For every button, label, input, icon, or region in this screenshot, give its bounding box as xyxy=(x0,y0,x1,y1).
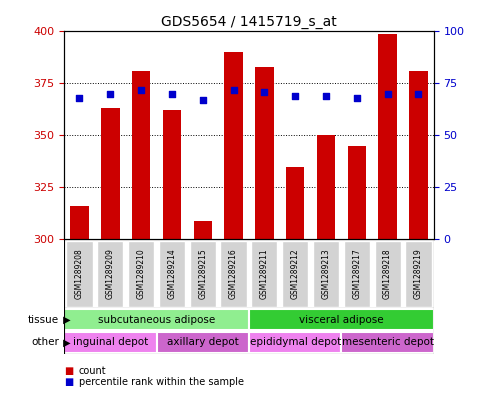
Text: inguinal depot: inguinal depot xyxy=(72,337,148,347)
Text: ▶: ▶ xyxy=(60,314,71,325)
FancyBboxPatch shape xyxy=(282,241,308,307)
Point xyxy=(75,95,83,101)
Text: GSM1289210: GSM1289210 xyxy=(137,248,145,299)
Text: epididymal depot: epididymal depot xyxy=(249,337,341,347)
Text: ▶: ▶ xyxy=(60,337,71,347)
Text: mesenteric depot: mesenteric depot xyxy=(342,337,434,347)
FancyBboxPatch shape xyxy=(405,241,431,307)
Text: ■: ■ xyxy=(64,366,73,376)
Text: GSM1289218: GSM1289218 xyxy=(383,248,392,299)
Text: axillary depot: axillary depot xyxy=(167,337,239,347)
FancyBboxPatch shape xyxy=(67,241,93,307)
Text: tissue: tissue xyxy=(28,314,59,325)
FancyBboxPatch shape xyxy=(128,241,154,307)
Point xyxy=(199,97,207,103)
Text: other: other xyxy=(31,337,59,347)
FancyBboxPatch shape xyxy=(97,241,123,307)
Text: percentile rank within the sample: percentile rank within the sample xyxy=(79,377,244,387)
Bar xyxy=(378,33,397,239)
FancyBboxPatch shape xyxy=(157,332,249,353)
Text: GSM1289212: GSM1289212 xyxy=(291,248,300,299)
Text: GSM1289215: GSM1289215 xyxy=(198,248,207,299)
FancyBboxPatch shape xyxy=(341,332,434,353)
FancyBboxPatch shape xyxy=(251,241,278,307)
Bar xyxy=(70,206,89,239)
Bar xyxy=(317,135,335,239)
Point xyxy=(168,91,176,97)
Bar xyxy=(163,110,181,239)
Bar xyxy=(132,71,150,239)
Bar xyxy=(409,71,427,239)
Point xyxy=(106,91,114,97)
Text: GSM1289208: GSM1289208 xyxy=(75,248,84,299)
Text: count: count xyxy=(79,366,106,376)
FancyBboxPatch shape xyxy=(64,309,249,330)
FancyBboxPatch shape xyxy=(64,332,157,353)
Title: GDS5654 / 1415719_s_at: GDS5654 / 1415719_s_at xyxy=(161,15,337,29)
Bar xyxy=(348,146,366,239)
Point xyxy=(353,95,361,101)
Text: GSM1289214: GSM1289214 xyxy=(168,248,176,299)
Bar xyxy=(286,167,305,239)
Text: GSM1289211: GSM1289211 xyxy=(260,248,269,299)
Bar xyxy=(101,108,119,239)
FancyBboxPatch shape xyxy=(375,241,401,307)
Bar xyxy=(193,220,212,239)
Point xyxy=(260,88,268,95)
FancyBboxPatch shape xyxy=(313,241,339,307)
Point xyxy=(137,86,145,93)
Bar xyxy=(224,52,243,239)
FancyBboxPatch shape xyxy=(344,241,370,307)
Text: GSM1289209: GSM1289209 xyxy=(106,248,115,299)
FancyBboxPatch shape xyxy=(159,241,185,307)
Text: GSM1289219: GSM1289219 xyxy=(414,248,423,299)
Point xyxy=(384,91,391,97)
Bar xyxy=(255,67,274,239)
FancyBboxPatch shape xyxy=(220,241,246,307)
FancyBboxPatch shape xyxy=(190,241,216,307)
Text: GSM1289216: GSM1289216 xyxy=(229,248,238,299)
FancyBboxPatch shape xyxy=(249,309,434,330)
Text: ■: ■ xyxy=(64,377,73,387)
Text: GSM1289213: GSM1289213 xyxy=(321,248,330,299)
Point xyxy=(415,91,423,97)
Point xyxy=(322,93,330,99)
Point xyxy=(291,93,299,99)
FancyBboxPatch shape xyxy=(249,332,341,353)
Text: visceral adipose: visceral adipose xyxy=(299,314,384,325)
Point xyxy=(230,86,238,93)
Text: GSM1289217: GSM1289217 xyxy=(352,248,361,299)
Text: subcutaneous adipose: subcutaneous adipose xyxy=(98,314,215,325)
